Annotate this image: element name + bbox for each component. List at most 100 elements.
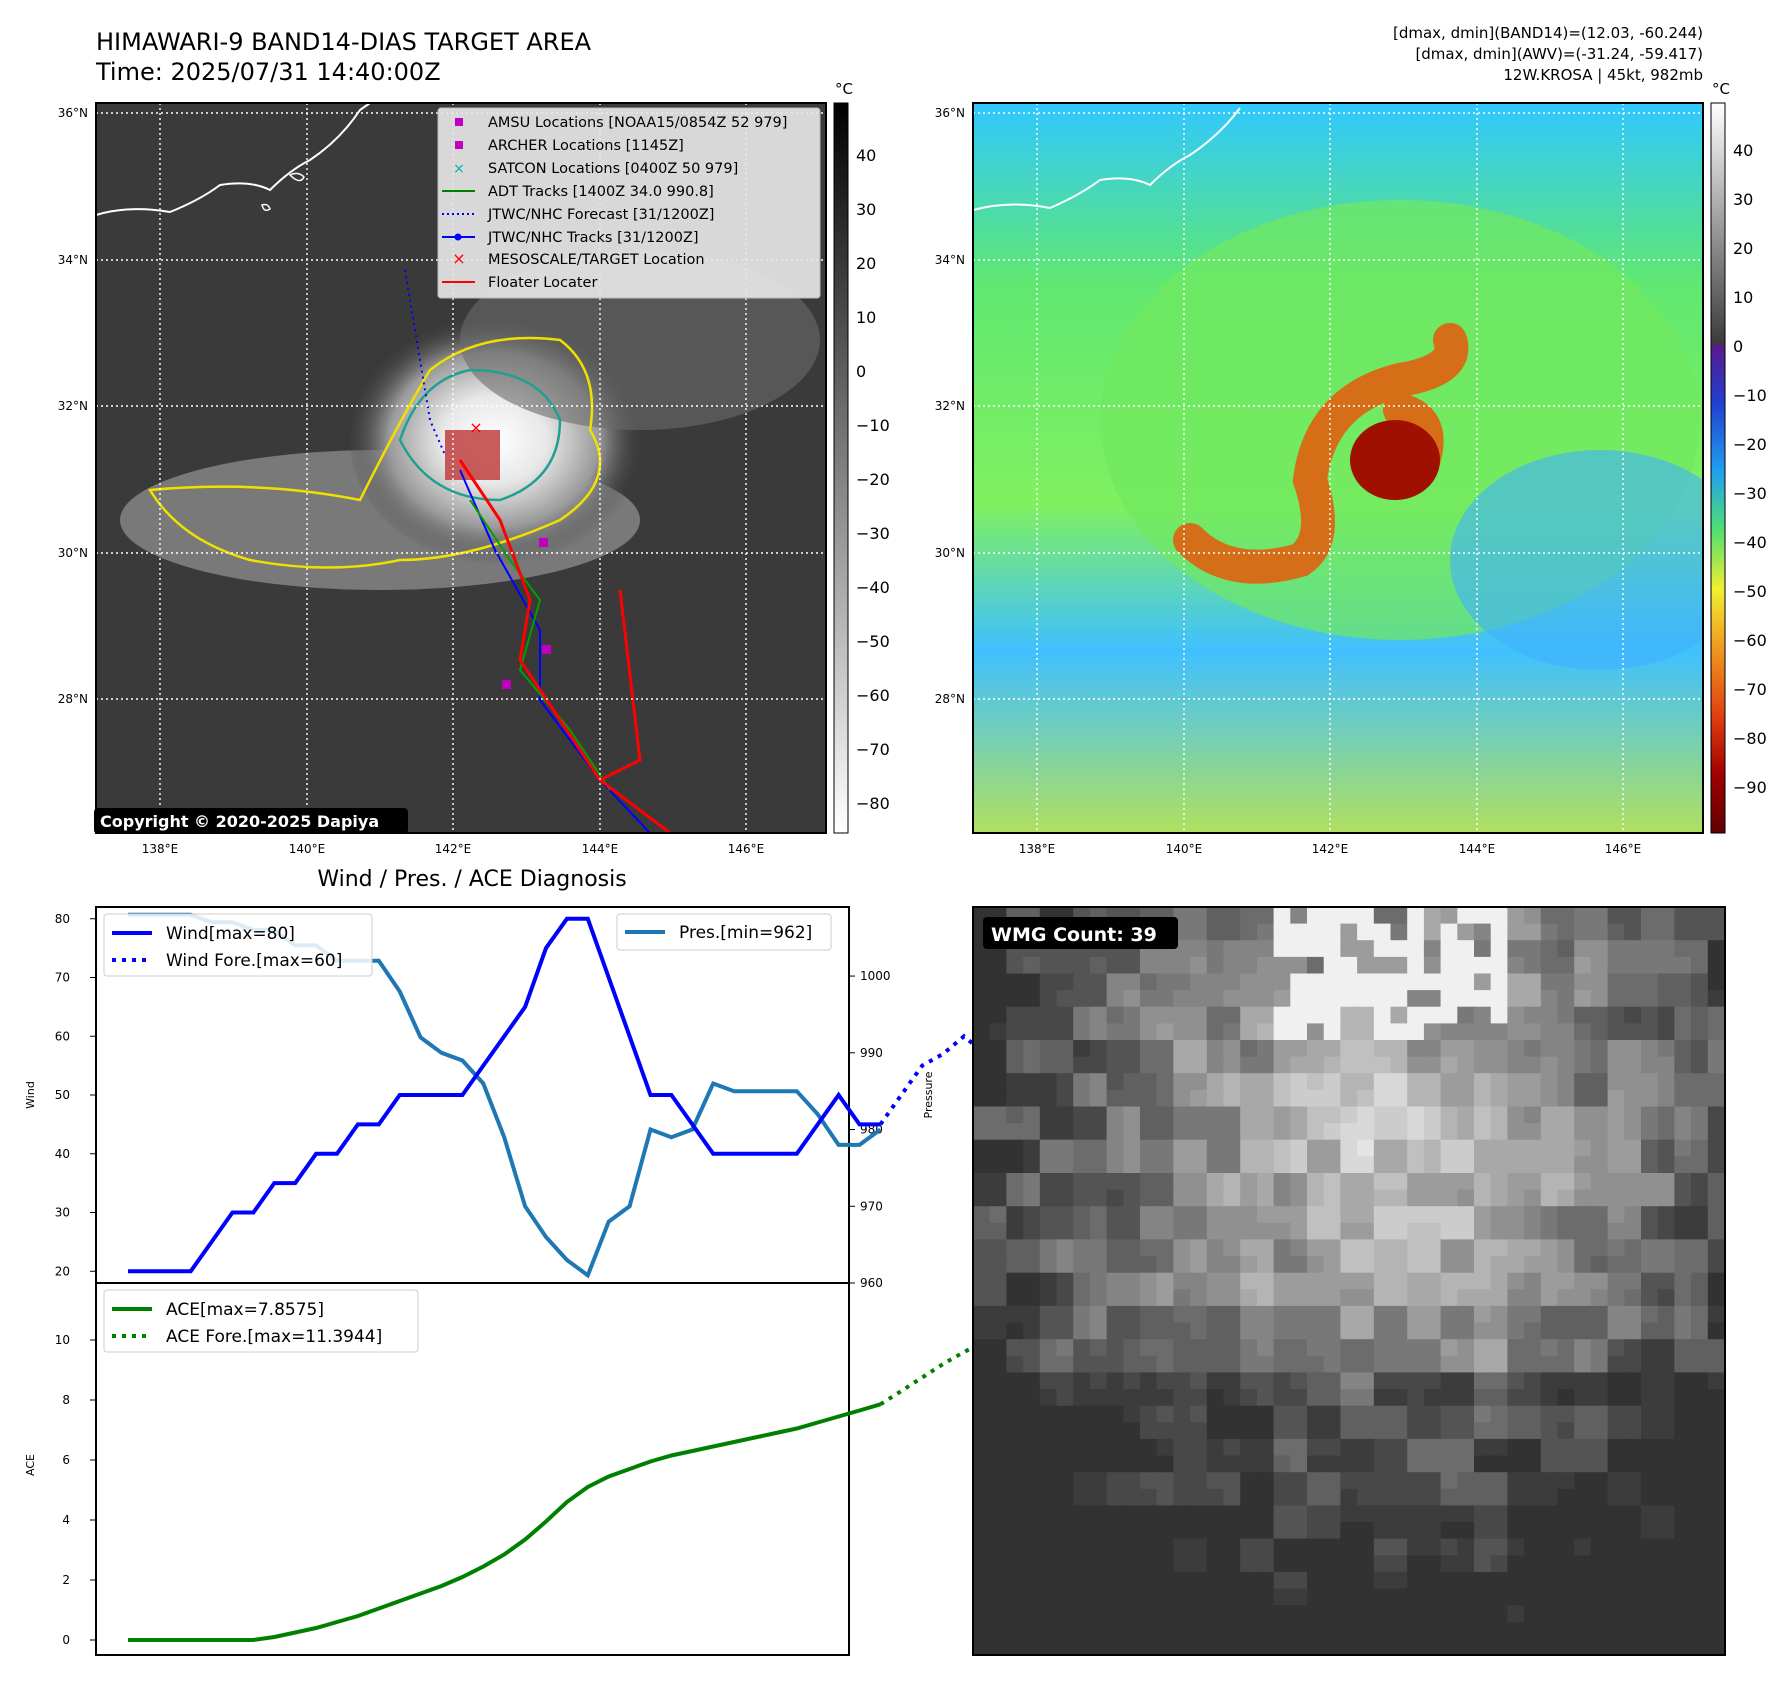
wmg-pixel [1440,1106,1458,1124]
wmg-pixel [1089,1289,1108,1307]
wmg-pixel [1357,1106,1375,1124]
wmg-pixel [1624,1089,1642,1107]
wmg-pixel [1540,940,1558,958]
wmg-pixel [1039,1056,1057,1074]
wmg-pixel [1340,907,1358,925]
wmg-pixel [989,1056,1007,1074]
wmg-pixel [1223,907,1241,925]
wmg-pixel [1490,1538,1508,1556]
wmg-pixel [1524,1339,1542,1357]
info-line2: [dmax, dmin](AWV)=(-31.24, -59.417) [1415,45,1703,63]
wmg-pixel [1457,1472,1475,1490]
wmg-pixel [1607,1339,1625,1357]
wmg-pixel [1407,1405,1425,1423]
wmg-pixel [1474,1372,1492,1390]
wmg-pixel [1674,990,1692,1008]
wmg-pixel [1206,1372,1224,1390]
wmg-pixel [1240,1073,1258,1091]
wmg-pixel [1524,1056,1542,1074]
wmg-pixel [1590,1289,1609,1307]
wmg-pixel [1307,1605,1325,1623]
wmg-pixel [1073,1488,1091,1506]
wmg-pixel [1106,1206,1124,1224]
wmg-pixel [1474,1638,1492,1656]
wmg-pixel [1674,1256,1692,1274]
wmg-pixel [1023,1389,1041,1407]
svg-text:146°E: 146°E [728,842,765,856]
wmg-pixel [1524,940,1542,958]
wmg-pixel [1524,1123,1542,1141]
wmg-pixel [1123,1355,1141,1373]
wmg-pixel [1273,1073,1291,1091]
wmg-pixel [1123,1638,1141,1656]
wmg-pixel [1323,1455,1341,1473]
wmg-pixel [1457,1505,1475,1523]
wmg-pixel [1323,956,1341,975]
wmg-pixel [1290,1588,1308,1606]
wmg-pixel [1240,1472,1258,1490]
wmg-pixel [1407,1089,1425,1107]
wmg-pixel [1590,1355,1609,1373]
wmg-pixel [1691,1040,1709,1058]
wmg-pixel [1674,1156,1692,1174]
wmg-pixel [1156,1256,1174,1274]
wmg-pixel [1557,1389,1575,1407]
wmg-pixel [1624,1173,1642,1191]
wmg-pixel [1106,1222,1124,1240]
wmg-pixel [1323,1555,1341,1573]
wmg-pixel [1039,1206,1057,1224]
wmg-pixel [1006,1605,1024,1623]
wmg-pixel [1073,1588,1091,1606]
wmg-pixel [1540,1139,1558,1157]
wmg-pixel [1691,1206,1709,1224]
wmg-pixel [1390,1089,1408,1107]
wmg-pixel [1641,1605,1659,1623]
wmg-pixel [1056,1123,1074,1141]
wmg-pixel [1524,1389,1542,1407]
wmg-pixel [1173,1621,1191,1639]
coastline [96,103,371,216]
wmg-pixel [1073,1006,1091,1024]
wmg-pixel [1156,1089,1174,1107]
wmg-pixel [1557,1621,1575,1639]
wmg-pixel [1574,1123,1592,1141]
pressure-tick-label: 990 [860,1046,883,1060]
ace-chart-frame [95,1282,850,1656]
wmg-pixel [1256,1605,1275,1623]
wmg-pixel [1373,973,1391,991]
wmg-pixel [1290,1173,1308,1191]
wmg-pixel [1607,1638,1625,1656]
wmg-pixel [1323,1355,1341,1373]
wmg-pixel [973,1139,991,1157]
wmg-pixel [1223,923,1241,941]
wmg-pixel [1373,1389,1391,1407]
wmg-pixel [1106,1173,1124,1191]
wmg-pixel [1607,1438,1625,1457]
wmg-pixel [1373,1322,1391,1340]
wmg-pixel [1674,956,1692,975]
wmg-pixel [1089,990,1108,1008]
wmg-pixel [1073,1305,1091,1324]
wmg-pixel [1407,1106,1425,1124]
svg-text:28°N: 28°N [58,692,88,706]
wmg-pixel [1440,1621,1458,1639]
wmg-pixel [1023,1139,1041,1157]
wmg-pixel [1674,1638,1692,1656]
wmg-pixel [1507,1006,1525,1024]
wmg-pixel [1039,1555,1057,1573]
wmg-pixel [1273,1206,1291,1224]
wmg-pixel [1557,940,1575,958]
wmg-pixel [1290,973,1308,991]
svg-text:−90: −90 [1733,778,1767,797]
wmg-pixel [1006,1405,1024,1423]
wmg-pixel [1307,940,1325,958]
wmg-pixel [1507,1405,1525,1423]
wmg-pixel [1256,1339,1275,1357]
wmg-pixel [1507,1156,1525,1174]
wmg-pixel [973,1372,991,1390]
wmg-pixel [1691,1455,1709,1473]
wmg-pixel [1657,1322,1675,1340]
wmg-pixel [1624,907,1642,925]
wmg-pixel [1256,1405,1275,1423]
wmg-pixel [1140,1355,1158,1373]
